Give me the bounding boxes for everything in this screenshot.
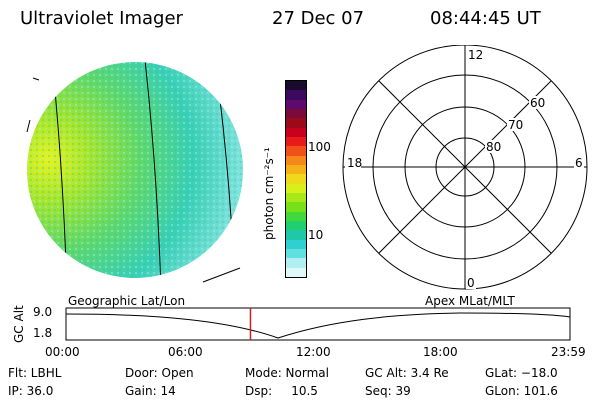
- polar-grid: 80 70 60 12 18 6 0: [342, 45, 588, 290]
- info-col-2: Door: Open Gain: 14: [125, 364, 194, 400]
- y-tick-high: 9.0: [33, 305, 53, 319]
- colorbar-segment: [286, 211, 306, 221]
- ip-value: IP: 36.0: [8, 384, 54, 398]
- dsp-value: Dsp: 10.5: [245, 384, 318, 398]
- mode-value: Mode: Normal: [245, 366, 329, 380]
- gc-alt-axis-label: GC Alt: [12, 305, 26, 343]
- x-tick-1800: 18:00: [423, 345, 458, 359]
- lat-label-80: 80: [486, 140, 501, 154]
- date-label: 27 Dec 07: [272, 8, 365, 29]
- altitude-timeline: [65, 307, 571, 341]
- altitude-curve: [65, 312, 571, 339]
- glon-value: GLon: 101.6: [485, 384, 558, 398]
- y-tick-low: 1.8: [33, 326, 53, 340]
- colorbar-segment: [286, 248, 306, 259]
- info-col-3: Mode: Normal Dsp: 10.5: [245, 364, 329, 400]
- filter-value: Flt: LBHL: [8, 366, 62, 380]
- timeline-frame: [65, 307, 571, 341]
- info-col-5: GLat: −18.0 GLon: 101.6: [485, 364, 558, 400]
- colorbar-segment: [286, 155, 306, 165]
- x-tick-0000: 00:00: [45, 345, 80, 359]
- apex-title: Apex MLat/MLT: [425, 294, 515, 308]
- colorbar-tick-10: 10: [308, 228, 324, 242]
- limb-marker: [202, 267, 241, 283]
- colorbar-segment: [286, 239, 306, 249]
- mlt-label-18: 18: [347, 156, 362, 170]
- colorbar-segment: [286, 267, 306, 277]
- colorbar-segment: [286, 108, 306, 119]
- mlt-label-12: 12: [468, 48, 483, 62]
- colorbar-segment: [286, 202, 306, 212]
- mlt-label-6: 6: [575, 156, 583, 170]
- colorbar-segment: [286, 192, 306, 203]
- geographic-title: Geographic Lat/Lon: [68, 294, 186, 308]
- colorbar-tick-100: 100: [308, 140, 331, 154]
- colorbar-label: photon cm⁻²s⁻¹: [262, 147, 276, 240]
- colorbar-segment: [286, 81, 306, 91]
- colorbar-segment: [286, 164, 306, 175]
- gain-value: Gain: 14: [125, 384, 176, 398]
- door-value: Door: Open: [125, 366, 194, 380]
- x-tick-1200: 12:00: [296, 345, 331, 359]
- colorbar-segment: [286, 146, 306, 156]
- colorbar-segment: [286, 136, 306, 147]
- earth-image: [26, 62, 243, 283]
- gc-alt-value: GC Alt: 3.4 Re: [365, 366, 449, 380]
- colorbar-segment: [286, 230, 306, 240]
- x-tick-2359: 23:59: [551, 345, 586, 359]
- lat-label-70: 70: [508, 118, 523, 132]
- mlt-label-0: 0: [467, 276, 475, 290]
- colorbar-segment: [286, 174, 306, 184]
- colorbar-segment: [286, 258, 306, 268]
- seq-value: Seq: 39: [365, 384, 411, 398]
- colorbar-segment: [286, 220, 306, 231]
- colorbar-segment: [286, 99, 306, 109]
- lat-label-60: 60: [530, 96, 545, 110]
- x-tick-0600: 06:00: [168, 345, 203, 359]
- instrument-title: Ultraviolet Imager: [20, 8, 183, 29]
- time-label: 08:44:45 UT: [430, 8, 541, 29]
- color-scale-bar: [285, 80, 307, 278]
- colorbar-segment: [286, 118, 306, 128]
- colorbar-segment: [286, 183, 306, 193]
- info-col-1: Flt: LBHL IP: 36.0: [8, 364, 61, 400]
- info-col-4: GC Alt: 3.4 Re Seq: 39: [365, 364, 449, 400]
- colorbar-segment: [286, 127, 306, 137]
- glat-value: GLat: −18.0: [485, 366, 558, 380]
- colorbar-segment: [286, 90, 306, 100]
